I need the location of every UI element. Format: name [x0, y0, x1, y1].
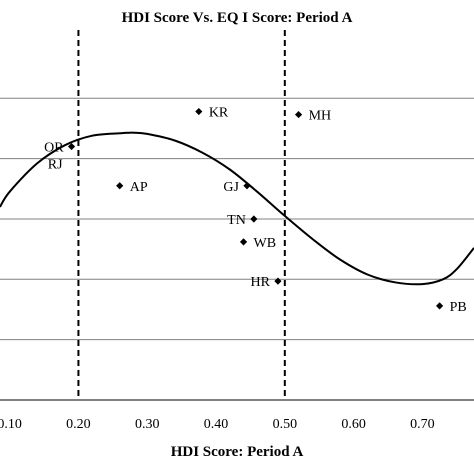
- point-label-kr: KR: [209, 106, 229, 121]
- point-label-pb: PB: [450, 300, 467, 315]
- point-label-hr: HR: [250, 275, 270, 290]
- point-label-mh: MH: [309, 109, 332, 124]
- x-tick-label-1: 0.10: [0, 417, 22, 432]
- point-or: [67, 142, 76, 151]
- x-tick-label-2: 0.20: [66, 417, 91, 432]
- point-tn: [250, 215, 258, 223]
- point-mh: [294, 110, 303, 119]
- x-axis-title: HDI Score: Period A: [170, 444, 304, 460]
- point-label-rj: RJ: [48, 158, 63, 173]
- point-label-gj: GJ: [223, 180, 239, 195]
- point-pb: [436, 302, 444, 310]
- x-tick-label-5: 0.50: [273, 417, 298, 432]
- x-tick-label-6: 0.60: [341, 417, 366, 432]
- data-points: KRMHORRJAPGJTNWBHRPBP: [0, 106, 467, 315]
- trend-curve: [0, 131, 474, 286]
- point-ap: [116, 182, 124, 190]
- trend-curve-path: [0, 131, 474, 286]
- point-label-or: OR: [44, 141, 64, 156]
- x-tick-label-3: 0.30: [135, 417, 160, 432]
- point-label-tn: TN: [227, 213, 246, 228]
- x-axis-ticks: 0.100.200.300.400.500.600.700.80: [0, 417, 435, 432]
- point-label-ap: AP: [130, 180, 148, 195]
- point-kr: [195, 107, 203, 116]
- point-hr: [274, 277, 282, 285]
- x-tick-label-4: 0.40: [204, 417, 229, 432]
- chart-title: HDI Score Vs. EQ I Score: Period A: [121, 10, 353, 26]
- gridlines: [0, 97, 474, 401]
- point-gj: [243, 182, 251, 190]
- point-wb: [239, 238, 248, 246]
- x-tick-label-7: 0.70: [410, 417, 435, 432]
- reference-lines: [77, 30, 286, 400]
- point-label-wb: WB: [254, 236, 277, 251]
